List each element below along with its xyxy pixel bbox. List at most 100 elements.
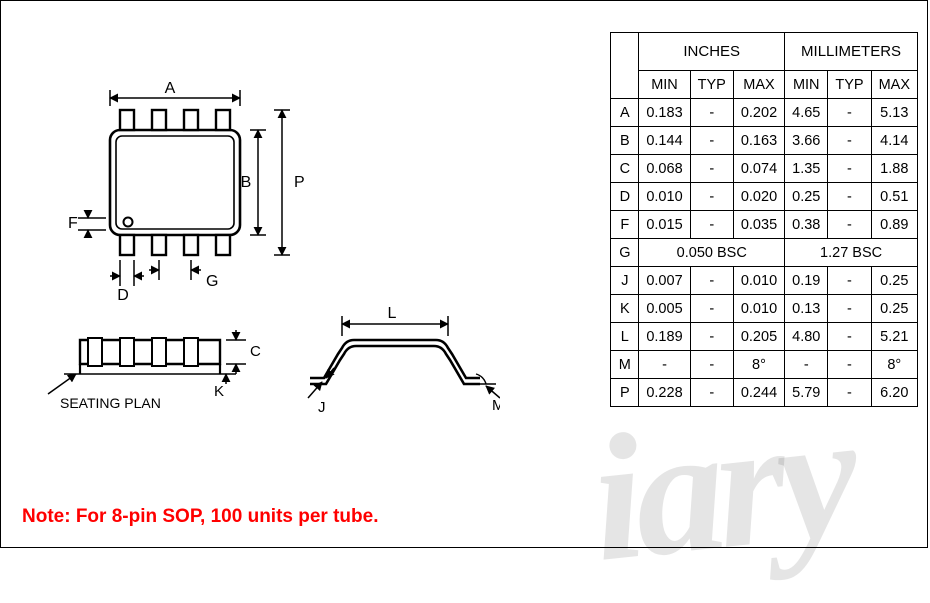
dim-label-P: P xyxy=(294,174,305,191)
row-key: L xyxy=(611,323,639,351)
table-cell: - xyxy=(690,351,733,379)
table-cell: 5.13 xyxy=(871,99,917,127)
dimension-table: INCHES MILLIMETERS MIN TYP MAX MIN TYP M… xyxy=(610,32,918,407)
table-cell: 0.068 xyxy=(639,155,690,183)
table-row: B0.144-0.1633.66-4.14 xyxy=(611,127,918,155)
table-cell: 0.51 xyxy=(871,183,917,211)
table-row: L0.189-0.2054.80-5.21 xyxy=(611,323,918,351)
table-row: D0.010-0.0200.25-0.51 xyxy=(611,183,918,211)
table-cell: - xyxy=(828,211,871,239)
dim-label-L: L xyxy=(388,305,397,322)
table-body: A0.183-0.2024.65-5.13B0.144-0.1633.66-4.… xyxy=(611,99,918,407)
subhdr-in-typ: TYP xyxy=(690,71,733,99)
dim-label-D: D xyxy=(117,287,129,304)
top-view: A B P F D G xyxy=(68,80,305,304)
table-cell: 0.183 xyxy=(639,99,690,127)
header-inches: INCHES xyxy=(639,33,785,71)
table-cell: 0.144 xyxy=(639,127,690,155)
table-cell: 0.015 xyxy=(639,211,690,239)
table-cell: - xyxy=(828,351,871,379)
subhdr-mm-typ: TYP xyxy=(828,71,871,99)
row-key: K xyxy=(611,295,639,323)
table-cell: 0.010 xyxy=(639,183,690,211)
table-cell: 0.205 xyxy=(733,323,784,351)
seating-plan-label: SEATING PLAN xyxy=(60,395,161,411)
dim-label-M: M xyxy=(492,397,500,414)
table-row: K0.005-0.0100.13-0.25 xyxy=(611,295,918,323)
table-cell: 4.14 xyxy=(871,127,917,155)
table-cell: 0.25 xyxy=(785,183,828,211)
end-view: L J M xyxy=(308,305,500,416)
row-key: C xyxy=(611,155,639,183)
table-cell: 0.010 xyxy=(733,267,784,295)
package-svg: A B P F D G xyxy=(40,60,500,440)
table-row: J0.007-0.0100.19-0.25 xyxy=(611,267,918,295)
table-cell: 0.244 xyxy=(733,379,784,407)
dim-label-B: B xyxy=(241,174,252,191)
table-cell: 0.25 xyxy=(871,267,917,295)
table-row: A0.183-0.2024.65-5.13 xyxy=(611,99,918,127)
dim-label-A: A xyxy=(165,80,176,97)
table-cell: 0.005 xyxy=(639,295,690,323)
side-view: C K SEATING PLAN xyxy=(48,330,261,411)
table-cell: 5.79 xyxy=(785,379,828,407)
table-cell: 0.020 xyxy=(733,183,784,211)
table-cell: 8° xyxy=(871,351,917,379)
table-cell: 0.202 xyxy=(733,99,784,127)
subhdr-in-min: MIN xyxy=(639,71,690,99)
table-cell: 0.189 xyxy=(639,323,690,351)
table-cell: - xyxy=(690,99,733,127)
table-cell: 0.163 xyxy=(733,127,784,155)
table-cell: 0.074 xyxy=(733,155,784,183)
table-cell-span: 1.27 BSC xyxy=(785,239,918,267)
table-row: G0.050 BSC1.27 BSC xyxy=(611,239,918,267)
dim-label-J: J xyxy=(318,399,326,416)
table-corner xyxy=(611,33,639,99)
table-cell: - xyxy=(690,295,733,323)
table-cell: - xyxy=(690,267,733,295)
table-cell: - xyxy=(785,351,828,379)
table-cell: 0.228 xyxy=(639,379,690,407)
row-key: G xyxy=(611,239,639,267)
table-cell: 0.010 xyxy=(733,295,784,323)
table-cell: 4.80 xyxy=(785,323,828,351)
subhdr-in-max: MAX xyxy=(733,71,784,99)
table-subheaders: MIN TYP MAX MIN TYP MAX xyxy=(611,71,918,99)
header-mm: MILLIMETERS xyxy=(785,33,918,71)
table-row: F0.015-0.0350.38-0.89 xyxy=(611,211,918,239)
dim-label-F: F xyxy=(68,215,78,232)
table-row: C0.068-0.0741.35-1.88 xyxy=(611,155,918,183)
table-cell: 6.20 xyxy=(871,379,917,407)
table-cell: - xyxy=(690,323,733,351)
row-key: P xyxy=(611,379,639,407)
subhdr-mm-min: MIN xyxy=(785,71,828,99)
table-cell: 0.035 xyxy=(733,211,784,239)
dim-label-K: K xyxy=(214,383,224,400)
row-key: A xyxy=(611,99,639,127)
dim-label-G: G xyxy=(206,273,218,290)
table-cell-span: 0.050 BSC xyxy=(639,239,785,267)
table-cell: - xyxy=(828,155,871,183)
table-cell: 8° xyxy=(733,351,784,379)
table-cell: - xyxy=(828,379,871,407)
table-row: P0.228-0.2445.79-6.20 xyxy=(611,379,918,407)
row-key: F xyxy=(611,211,639,239)
table-cell: - xyxy=(690,127,733,155)
table-cell: 0.007 xyxy=(639,267,690,295)
row-key: D xyxy=(611,183,639,211)
package-diagram: A B P F D G xyxy=(40,60,500,430)
table-cell: 0.13 xyxy=(785,295,828,323)
table-cell: 0.38 xyxy=(785,211,828,239)
table-cell: - xyxy=(690,155,733,183)
table-cell: 1.88 xyxy=(871,155,917,183)
subhdr-mm-max: MAX xyxy=(871,71,917,99)
table-cell: - xyxy=(828,295,871,323)
table-cell: - xyxy=(828,99,871,127)
table-cell: 5.21 xyxy=(871,323,917,351)
table-cell: 4.65 xyxy=(785,99,828,127)
table-header-groups: INCHES MILLIMETERS xyxy=(611,33,918,71)
table-cell: 0.25 xyxy=(871,295,917,323)
row-key: J xyxy=(611,267,639,295)
table-cell: - xyxy=(690,379,733,407)
table-cell: 0.89 xyxy=(871,211,917,239)
